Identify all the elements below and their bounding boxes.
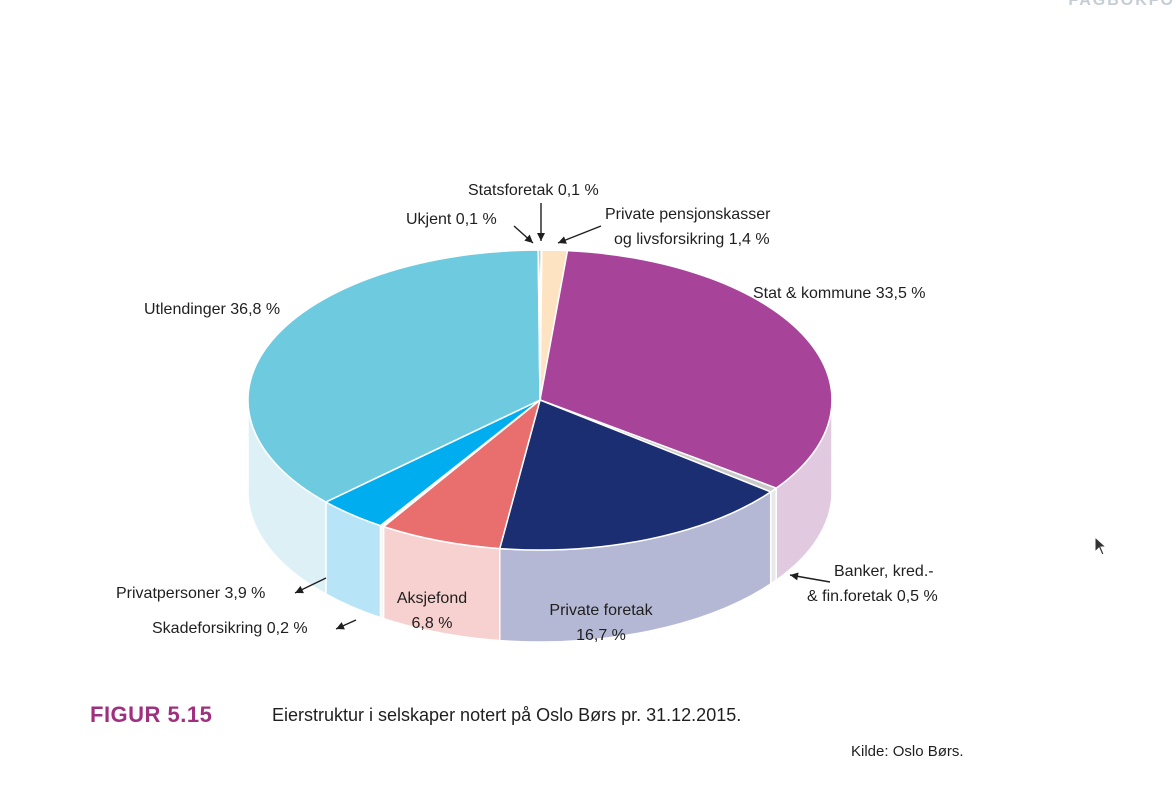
label-privatpersoner: Privatpersoner 3,9 % [116,585,265,602]
label-statsforetak: Statsforetak 0,1 % [468,182,599,199]
label-line-private-foretak: Private foretak [549,602,653,619]
label-private-pensjonskasser-og-livsforsikring: Private pensjonskasser og livsforsikring … [605,206,771,248]
pie-tops [247,249,833,551]
label-private-foretak: Private foretak 16,7 % [549,602,653,644]
label-line-utlendinger: Utlendinger 36,8 % [144,301,280,318]
arrow-statsforetak [537,203,545,241]
arrow-banker-kred-fin-foretak [789,572,831,583]
pie-slice-aksjefond [381,397,542,550]
label-line-skadeforsikring: Skadeforsikring 0,2 % [152,620,308,637]
figure-source: Kilde: Oslo Børs. [851,743,964,760]
pie-side-banker-kred-fin-foretak [769,486,777,586]
label-line-aksjefond: Aksjefond [397,590,467,607]
label-line-private-foretak: 16,7 % [576,627,626,644]
figure-caption: Eierstruktur i selskaper notert på Oslo … [272,705,742,725]
label-line-stat-kommune: Stat & kommune 33,5 % [753,285,926,302]
label-aksjefond: Aksjefond 6,8 % [397,590,467,632]
slice-labels: Statsforetak 0,1 % Private pensjonskasser… [116,182,938,644]
label-banker-kred-fin-foretak: Banker, kred.- & fin.foretak 0,5 % [807,563,938,605]
header-stub: FAGBOKFO [1068,0,1175,9]
label-line-private-pensjonskasser-og-livsforsikring: Private pensjonskasser [605,206,771,223]
label-line-aksjefond: 6,8 % [412,615,453,632]
label-line-statsforetak: Statsforetak 0,1 % [468,182,599,199]
label-line-privatpersoner: Privatpersoner 3,9 % [116,585,265,602]
label-skadeforsikring: Skadeforsikring 0,2 % [152,620,308,637]
arrow-privatpersoner [294,577,327,594]
label-ukjent: Ukjent 0,1 % [406,211,497,228]
label-arrows [294,203,831,630]
label-utlendinger: Utlendinger 36,8 % [144,301,280,318]
pie-slice-stat-kommune [539,249,833,490]
mouse-cursor-icon [1094,536,1108,556]
label-line-ukjent: Ukjent 0,1 % [406,211,497,228]
label-line-banker-kred-fin-foretak: Banker, kred.- [834,563,934,580]
arrow-private-pensjonskasser-og-livsforsikring [557,225,602,244]
arrow-skadeforsikring [335,619,357,630]
pie-sides [247,399,833,643]
label-line-private-pensjonskasser-og-livsforsikring: og livsforsikring 1,4 % [614,231,770,248]
label-stat-kommune: Stat & kommune 33,5 % [753,285,926,302]
label-line-banker-kred-fin-foretak: & fin.foretak 0,5 % [807,588,938,605]
pie-slice-private-foretak [498,398,773,551]
figure-label: FIGUR 5.15 [90,702,213,727]
pie-slice-utlendinger [247,249,541,503]
arrow-ukjent [513,225,534,244]
pie-slice-ukjent [537,249,541,401]
